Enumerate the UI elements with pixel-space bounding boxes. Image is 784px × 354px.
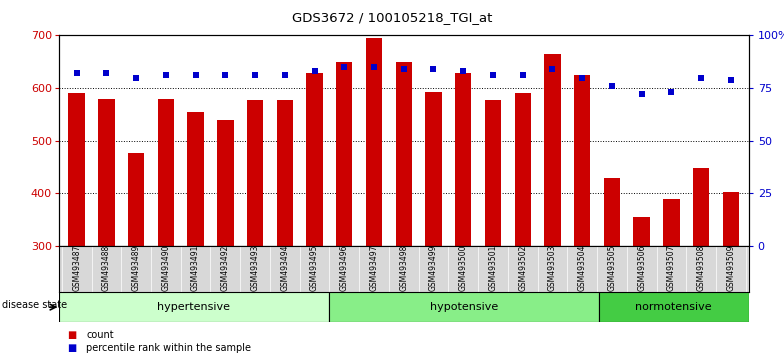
Bar: [514, 93, 531, 246]
Bar: [59, 292, 328, 322]
Bar: [425, 92, 441, 246]
Point: [338, 64, 350, 70]
Text: disease state: disease state: [2, 300, 67, 310]
Bar: [599, 292, 749, 322]
Bar: [663, 199, 680, 246]
Point: [546, 66, 559, 72]
Point: [665, 90, 677, 95]
Text: count: count: [86, 330, 114, 339]
Bar: [693, 168, 710, 246]
Bar: [723, 192, 739, 246]
Point: [606, 83, 619, 89]
Point: [457, 68, 470, 74]
Bar: [277, 99, 293, 246]
Text: percentile rank within the sample: percentile rank within the sample: [86, 343, 251, 353]
Point: [189, 73, 201, 78]
Bar: [366, 38, 382, 246]
Bar: [217, 120, 234, 246]
Bar: [187, 112, 204, 246]
Bar: [396, 62, 412, 246]
Point: [219, 73, 231, 78]
Text: hypertensive: hypertensive: [158, 302, 230, 312]
Point: [517, 73, 529, 78]
Point: [487, 73, 499, 78]
Text: hypotensive: hypotensive: [430, 302, 498, 312]
Bar: [633, 217, 650, 246]
Point: [397, 66, 410, 72]
Bar: [544, 54, 561, 246]
Bar: [604, 178, 620, 246]
Point: [576, 75, 589, 80]
Bar: [455, 73, 471, 246]
Point: [427, 66, 440, 72]
Point: [695, 75, 707, 80]
Point: [249, 73, 261, 78]
Point: [100, 70, 113, 76]
Text: GDS3672 / 100105218_TGI_at: GDS3672 / 100105218_TGI_at: [292, 11, 492, 24]
Point: [308, 68, 321, 74]
Point: [278, 73, 291, 78]
Bar: [98, 99, 114, 246]
Text: ■: ■: [67, 343, 76, 353]
Point: [160, 73, 172, 78]
Bar: [307, 73, 323, 246]
Bar: [574, 75, 590, 246]
Point: [71, 70, 83, 76]
Point: [724, 77, 737, 82]
Bar: [336, 62, 353, 246]
Point: [635, 92, 648, 97]
Bar: [485, 100, 501, 246]
Bar: [158, 99, 174, 246]
Point: [368, 64, 380, 70]
Text: ■: ■: [67, 330, 76, 339]
Bar: [247, 99, 263, 246]
Bar: [328, 292, 599, 322]
Bar: [128, 153, 144, 246]
Bar: [68, 93, 85, 246]
Text: normotensive: normotensive: [635, 302, 712, 312]
Point: [130, 75, 143, 80]
